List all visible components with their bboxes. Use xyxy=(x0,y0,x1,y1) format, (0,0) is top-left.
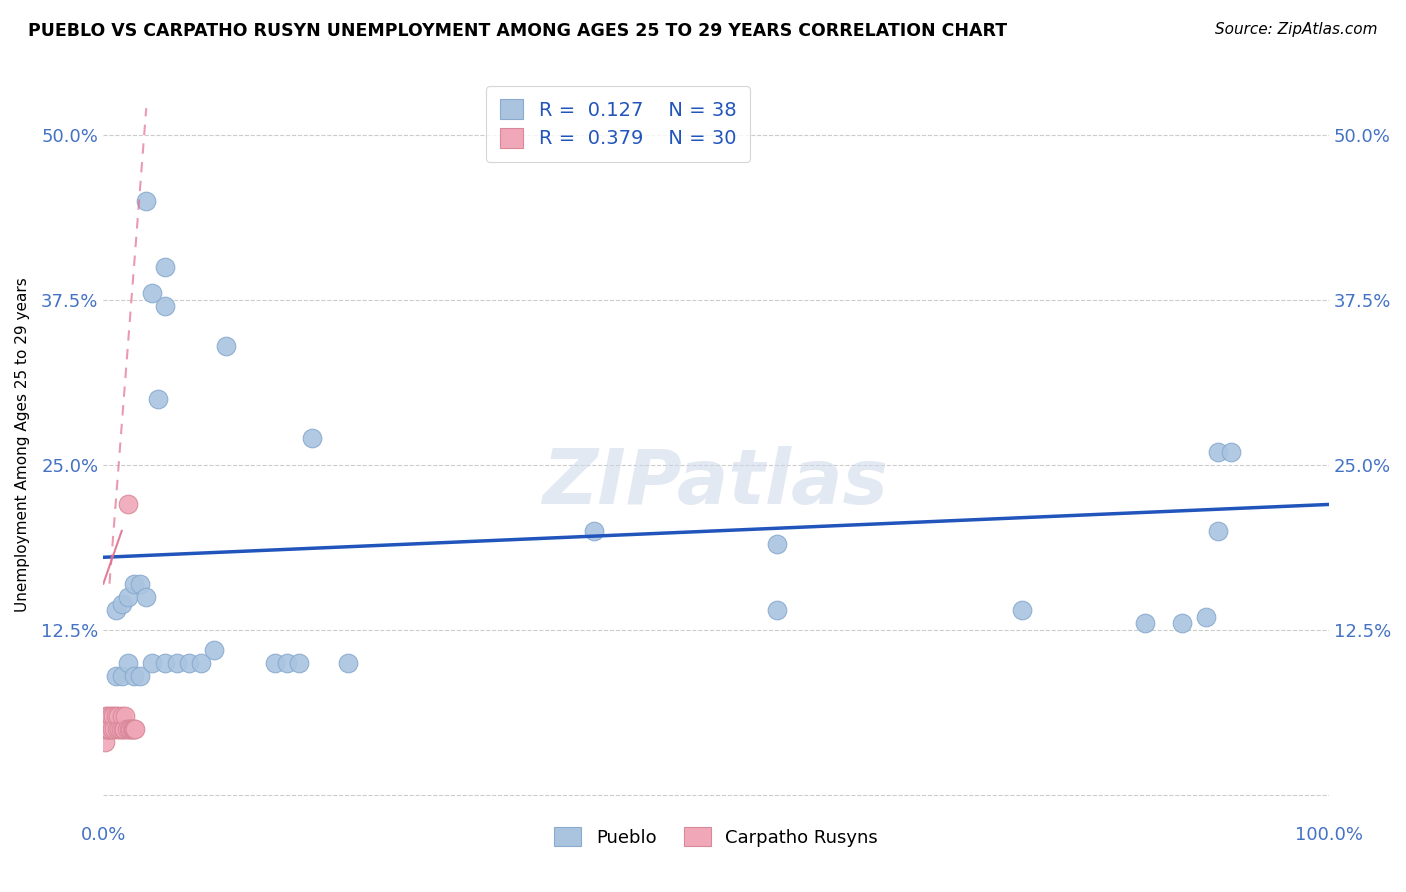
Point xyxy=(97,722,120,736)
Point xyxy=(97,708,120,723)
Point xyxy=(1011,603,1033,617)
Point xyxy=(117,498,139,512)
Y-axis label: Unemployment Among Ages 25 to 29 years: Unemployment Among Ages 25 to 29 years xyxy=(15,277,30,613)
Point xyxy=(98,722,121,736)
Point xyxy=(1170,616,1192,631)
Point xyxy=(108,722,131,736)
Point xyxy=(129,576,152,591)
Point xyxy=(766,537,789,551)
Point xyxy=(582,524,605,538)
Point xyxy=(118,722,141,736)
Point xyxy=(103,722,125,736)
Point xyxy=(153,299,176,313)
Legend: Pueblo, Carpatho Rusyns: Pueblo, Carpatho Rusyns xyxy=(547,820,884,854)
Point xyxy=(153,260,176,274)
Text: Source: ZipAtlas.com: Source: ZipAtlas.com xyxy=(1215,22,1378,37)
Point xyxy=(93,722,115,736)
Text: PUEBLO VS CARPATHO RUSYN UNEMPLOYMENT AMONG AGES 25 TO 29 YEARS CORRELATION CHAR: PUEBLO VS CARPATHO RUSYN UNEMPLOYMENT AM… xyxy=(28,22,1007,40)
Point xyxy=(117,590,139,604)
Point xyxy=(148,392,170,406)
Point xyxy=(166,656,188,670)
Point xyxy=(1219,444,1241,458)
Point xyxy=(215,339,238,353)
Point xyxy=(110,722,132,736)
Point xyxy=(112,722,135,736)
Point xyxy=(1208,444,1230,458)
Point xyxy=(111,722,134,736)
Point xyxy=(111,708,134,723)
Point xyxy=(97,722,120,736)
Point xyxy=(105,722,128,736)
Point xyxy=(179,656,201,670)
Point xyxy=(141,656,163,670)
Point xyxy=(1208,524,1230,538)
Point xyxy=(121,722,143,736)
Point xyxy=(94,735,117,749)
Point xyxy=(121,722,143,736)
Point xyxy=(288,656,311,670)
Point xyxy=(153,656,176,670)
Point xyxy=(129,669,152,683)
Point xyxy=(111,597,134,611)
Point xyxy=(276,656,298,670)
Point xyxy=(1195,609,1218,624)
Point xyxy=(190,656,212,670)
Point xyxy=(107,708,129,723)
Point xyxy=(111,669,134,683)
Point xyxy=(100,708,122,723)
Point xyxy=(96,722,118,736)
Point xyxy=(114,708,136,723)
Point xyxy=(122,722,145,736)
Point xyxy=(301,431,323,445)
Point xyxy=(122,576,145,591)
Point xyxy=(264,656,287,670)
Point xyxy=(122,669,145,683)
Point xyxy=(202,642,225,657)
Point xyxy=(115,722,138,736)
Point xyxy=(766,603,789,617)
Point xyxy=(141,286,163,301)
Point xyxy=(120,722,142,736)
Point xyxy=(104,603,127,617)
Point xyxy=(101,722,124,736)
Point xyxy=(101,708,124,723)
Point xyxy=(135,590,157,604)
Point xyxy=(135,194,157,208)
Text: ZIPatlas: ZIPatlas xyxy=(543,446,889,520)
Point xyxy=(337,656,360,670)
Point xyxy=(96,722,118,736)
Point xyxy=(94,708,117,723)
Point xyxy=(104,669,127,683)
Point xyxy=(1133,616,1156,631)
Point xyxy=(117,656,139,670)
Point xyxy=(104,708,127,723)
Point xyxy=(124,722,146,736)
